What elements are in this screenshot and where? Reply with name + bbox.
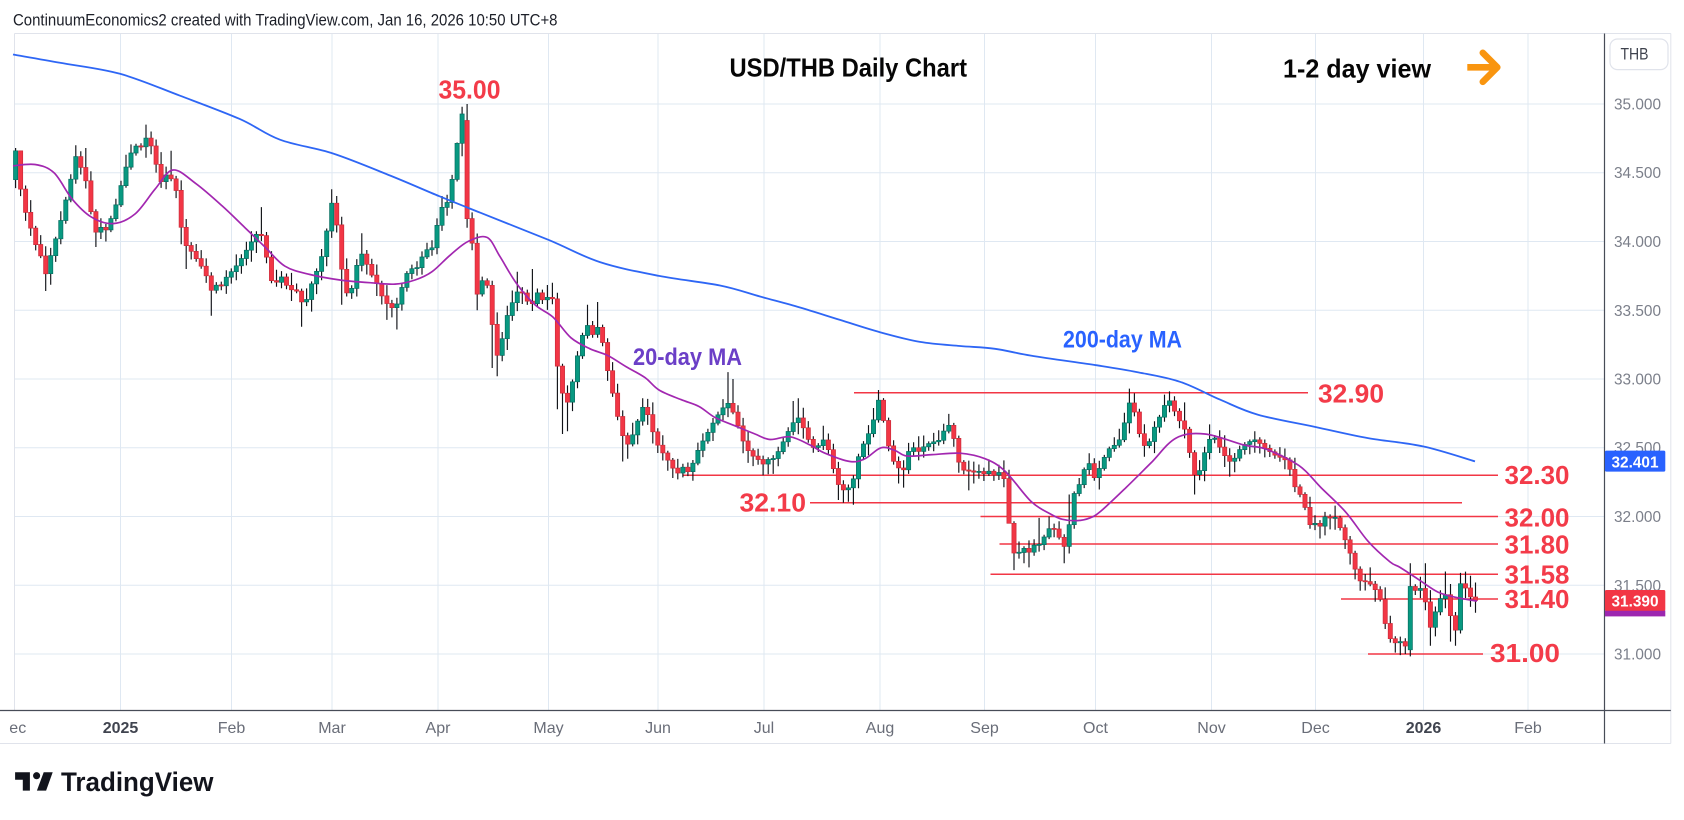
svg-text:Aug: Aug — [866, 720, 894, 737]
svg-text:32.00: 32.00 — [1505, 502, 1570, 532]
svg-text:31.00: 31.00 — [1490, 638, 1560, 668]
svg-text:Feb: Feb — [1514, 720, 1542, 737]
svg-text:USD/THB Daily Chart: USD/THB Daily Chart — [730, 53, 968, 83]
svg-text:35.00: 35.00 — [439, 74, 501, 104]
svg-text:Dec: Dec — [1301, 720, 1329, 737]
svg-text:Feb: Feb — [218, 720, 246, 737]
svg-text:31.390: 31.390 — [1612, 594, 1659, 611]
svg-text:May: May — [533, 720, 563, 737]
svg-text:31.40: 31.40 — [1505, 584, 1570, 614]
svg-text:200-day MA: 200-day MA — [1063, 327, 1182, 354]
svg-text:32.401: 32.401 — [1612, 454, 1659, 471]
svg-text:Nov: Nov — [1197, 720, 1225, 737]
svg-text:34.500: 34.500 — [1614, 165, 1661, 182]
svg-text:1-2 day view: 1-2 day view — [1283, 54, 1432, 84]
svg-text:32.000: 32.000 — [1614, 509, 1661, 526]
svg-text:2026: 2026 — [1406, 720, 1442, 737]
svg-text:35.000: 35.000 — [1614, 97, 1661, 114]
svg-text:Mar: Mar — [318, 720, 346, 737]
svg-text:Apr: Apr — [426, 720, 452, 737]
svg-text:ContinuumEconomics2 created wi: ContinuumEconomics2 created with Trading… — [13, 11, 558, 30]
svg-text:Sep: Sep — [970, 720, 999, 737]
svg-text:32.10: 32.10 — [740, 487, 807, 517]
svg-text:Jul: Jul — [754, 720, 774, 737]
svg-text:32.90: 32.90 — [1318, 378, 1384, 408]
svg-text:31.80: 31.80 — [1505, 529, 1570, 559]
svg-text:Oct: Oct — [1083, 720, 1108, 737]
svg-text:ec: ec — [9, 720, 26, 737]
svg-text:2025: 2025 — [103, 720, 139, 737]
svg-text:32.30: 32.30 — [1505, 460, 1570, 490]
svg-text:33.500: 33.500 — [1614, 303, 1661, 320]
svg-text:34.000: 34.000 — [1614, 234, 1661, 251]
svg-text:20-day MA: 20-day MA — [633, 344, 742, 371]
svg-text:Jun: Jun — [645, 720, 671, 737]
svg-text:31.000: 31.000 — [1614, 647, 1661, 664]
svg-text:TradingView: TradingView — [61, 767, 214, 797]
svg-text:33.000: 33.000 — [1614, 372, 1661, 389]
svg-text:31.58: 31.58 — [1505, 560, 1570, 590]
svg-text:THB: THB — [1621, 45, 1649, 63]
